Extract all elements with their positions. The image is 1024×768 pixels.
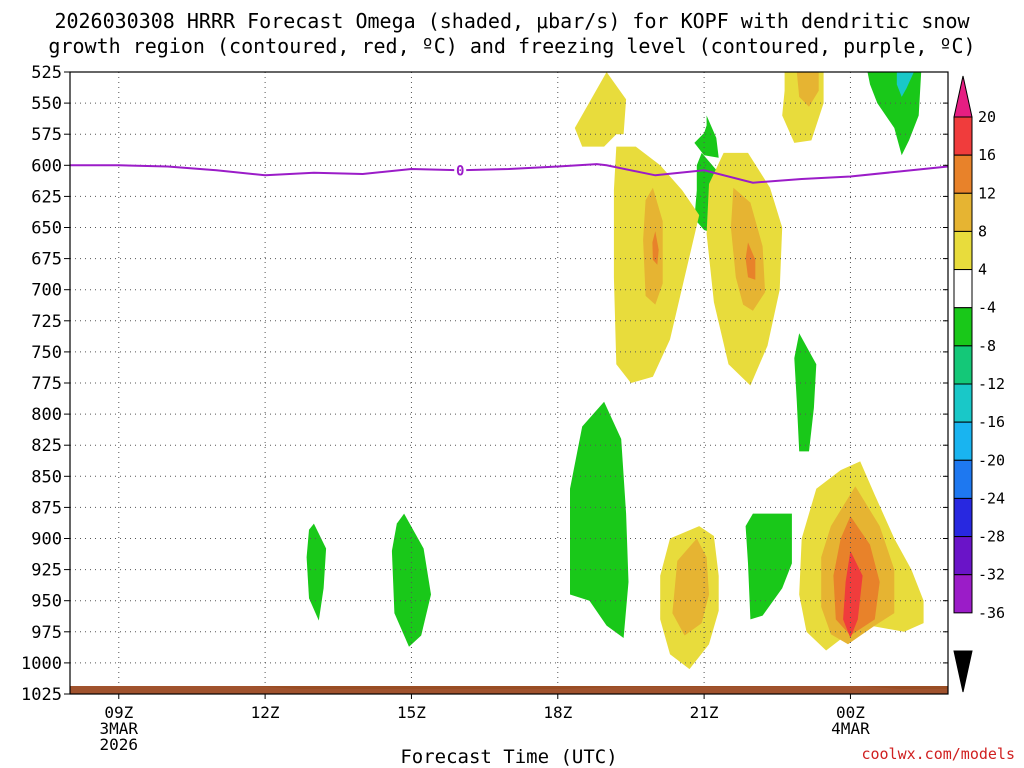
omega-region-1 <box>391 513 431 647</box>
x-tick-label: 12Z <box>251 703 280 722</box>
y-tick-label: 600 <box>31 156 62 176</box>
y-tick-label: 625 <box>31 187 62 207</box>
omega-region-6 <box>794 333 817 452</box>
omega-region-16 <box>745 242 756 280</box>
colorbar-tick-label: -20 <box>978 451 1005 469</box>
colorbar-segment <box>953 345 973 385</box>
colorbar-bottom-arrow <box>953 650 973 693</box>
omega-region-0 <box>306 523 327 621</box>
colorbar-tick-label: -16 <box>978 413 1005 431</box>
colorbar-tick-label: 4 <box>978 261 987 279</box>
x-tick-label: 18Z <box>543 703 572 722</box>
y-tick-label: 900 <box>31 530 62 550</box>
colorbar-segment <box>953 459 973 499</box>
y-tick-label: 800 <box>31 405 62 425</box>
x-tick-label: 00Z <box>836 703 865 722</box>
colorbar-segment <box>953 192 973 232</box>
colorbar-tick-label: 8 <box>978 222 987 240</box>
title-line-1: 2026030308 HRRR Forecast Omega (shaded, … <box>54 9 970 33</box>
colorbar-segment <box>953 574 973 614</box>
x-tick-label: 21Z <box>690 703 719 722</box>
freezing-level: 0 <box>70 162 949 184</box>
y-tick-label: 1025 <box>21 685 62 705</box>
freezing-level-line <box>70 163 949 184</box>
y-tick-label: 1000 <box>21 654 62 674</box>
omega-region-8 <box>896 72 914 97</box>
x-tick-label: 4MAR <box>831 719 870 738</box>
colorbar-segment <box>953 497 973 538</box>
y-tick-label: 650 <box>31 219 62 239</box>
omega-region-20 <box>672 538 709 636</box>
y-tick-label: 875 <box>31 498 62 518</box>
x-tick-label: 09Z <box>104 703 133 722</box>
colorbar-tick-label: -28 <box>978 528 1005 546</box>
x-tick-label: 3MAR <box>100 719 139 738</box>
colorbar-segment <box>953 154 973 194</box>
colorbar-segment <box>953 230 973 271</box>
colorbar-tick-label: 16 <box>978 146 996 164</box>
omega-region-4 <box>694 115 719 158</box>
omega-region-18 <box>796 72 819 107</box>
y-tick-label: 950 <box>31 592 62 612</box>
y-tick-label: 550 <box>31 94 62 114</box>
y-tick-label: 525 <box>31 63 62 83</box>
omega-region-5 <box>745 513 792 620</box>
freezing-level-label: 0 <box>456 163 464 179</box>
colorbar-tick-label: 12 <box>978 184 996 202</box>
colorbar-tick-label: -8 <box>978 337 996 355</box>
y-tick-label: 575 <box>31 125 62 145</box>
terrain <box>70 686 948 694</box>
colorbar-tick-label: -24 <box>978 489 1005 507</box>
colorbar-segment <box>953 307 973 347</box>
colorbar-top-arrow <box>953 75 973 118</box>
colorbar-segment <box>953 116 973 156</box>
y-axis: 525 550 575 600 625 650 675 700 725 750 775 800 825 8… <box>21 63 948 705</box>
omega-region-7 <box>867 72 922 156</box>
x-tick-label: 15Z <box>397 703 426 722</box>
y-tick-label: 925 <box>31 561 62 581</box>
omega-shading <box>306 72 924 670</box>
y-tick-label: 825 <box>31 436 62 456</box>
colorbar-segment <box>953 536 973 576</box>
colorbar-segment <box>953 421 973 461</box>
omega-region-2 <box>570 401 629 638</box>
colorbar-tick-label: -32 <box>978 566 1005 584</box>
colorbar-tick-label: 20 <box>978 108 996 126</box>
omega-region-24 <box>843 550 863 638</box>
y-tick-label: 700 <box>31 281 62 301</box>
omega-region-13 <box>652 231 659 265</box>
y-tick-label: 775 <box>31 374 62 394</box>
freezing-label-bg <box>454 162 467 178</box>
colorbar-segment <box>953 383 973 423</box>
colorbar-tick-label: -36 <box>978 604 1005 622</box>
y-tick-label: 725 <box>31 312 62 332</box>
grid <box>70 71 948 695</box>
credit-link[interactable]: coolwx.com/models <box>861 745 1015 763</box>
y-tick-label: 675 <box>31 250 62 270</box>
colorbar: 20 16 12 8 4 -4 -8 -12 -16 -20 -24 -28 -32 -36 <box>953 75 1005 693</box>
y-tick-label: 975 <box>31 623 62 643</box>
omega-region-10 <box>574 72 627 147</box>
title-line-2: growth region (contoured, red, ºC) and f… <box>48 34 975 58</box>
terrain-shade <box>70 686 948 689</box>
terrain-band <box>70 686 948 694</box>
x-tick-label: 2026 <box>100 735 139 754</box>
colorbar-tick-label: -12 <box>978 375 1005 393</box>
y-tick-label: 850 <box>31 467 62 487</box>
x-axis-label: Forecast Time (UTC) <box>400 746 617 768</box>
y-tick-label: 750 <box>31 343 62 363</box>
colorbar-segment <box>953 269 973 309</box>
colorbar-tick-label: -4 <box>978 299 996 317</box>
